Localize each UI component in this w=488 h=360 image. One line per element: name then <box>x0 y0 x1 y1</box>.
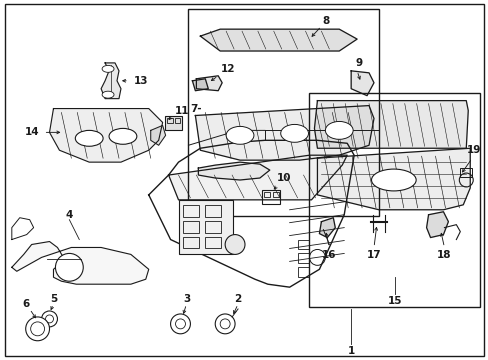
Bar <box>164 117 182 130</box>
Bar <box>174 118 180 123</box>
Bar <box>297 239 309 249</box>
Polygon shape <box>101 63 121 99</box>
Text: 4: 4 <box>65 210 73 220</box>
Polygon shape <box>200 29 356 51</box>
Bar <box>178 200 233 255</box>
Text: 1: 1 <box>347 346 354 356</box>
Circle shape <box>215 314 235 334</box>
Polygon shape <box>168 155 346 200</box>
Polygon shape <box>192 79 208 91</box>
Ellipse shape <box>109 129 137 144</box>
Polygon shape <box>314 100 468 148</box>
Polygon shape <box>196 76 222 91</box>
Text: 15: 15 <box>387 296 401 306</box>
Circle shape <box>170 314 190 334</box>
Circle shape <box>55 253 83 281</box>
Circle shape <box>41 311 57 327</box>
Bar <box>309 93 479 307</box>
Text: 17: 17 <box>366 251 381 260</box>
Polygon shape <box>49 109 163 162</box>
Bar <box>183 205 199 217</box>
Text: 16: 16 <box>322 251 336 260</box>
Circle shape <box>26 317 49 341</box>
Polygon shape <box>150 125 165 145</box>
Polygon shape <box>195 105 373 160</box>
Ellipse shape <box>280 125 308 142</box>
Ellipse shape <box>102 66 114 72</box>
Text: 18: 18 <box>436 251 451 260</box>
Bar <box>166 118 172 123</box>
Text: 14: 14 <box>24 127 39 138</box>
Bar <box>264 192 269 197</box>
Polygon shape <box>317 148 469 210</box>
Text: 19: 19 <box>466 145 480 155</box>
Polygon shape <box>426 212 447 238</box>
Bar <box>205 205 221 217</box>
Bar <box>297 267 309 277</box>
Circle shape <box>224 235 244 255</box>
Bar <box>262 190 279 204</box>
Bar <box>272 192 278 197</box>
Ellipse shape <box>225 126 253 144</box>
Bar <box>183 237 199 248</box>
Polygon shape <box>319 218 335 238</box>
Text: 7-: 7- <box>190 104 202 113</box>
Text: 9: 9 <box>355 58 362 68</box>
Text: 8: 8 <box>322 16 329 26</box>
Bar <box>459 168 471 177</box>
Text: 3: 3 <box>183 294 190 304</box>
Bar <box>205 221 221 233</box>
Polygon shape <box>12 242 148 284</box>
Text: 2: 2 <box>234 294 241 304</box>
Ellipse shape <box>75 130 103 146</box>
Polygon shape <box>198 162 269 180</box>
Bar <box>188 9 378 216</box>
Text: 11: 11 <box>175 105 189 116</box>
Bar <box>297 253 309 264</box>
Text: 13: 13 <box>133 76 148 86</box>
Text: 12: 12 <box>221 64 235 74</box>
Ellipse shape <box>371 169 415 191</box>
Bar <box>205 237 221 248</box>
Text: 10: 10 <box>276 173 290 183</box>
Text: 5: 5 <box>50 294 57 304</box>
Ellipse shape <box>325 121 352 139</box>
Polygon shape <box>350 71 373 96</box>
Text: 6: 6 <box>22 299 29 309</box>
Bar <box>183 221 199 233</box>
Ellipse shape <box>102 91 114 98</box>
